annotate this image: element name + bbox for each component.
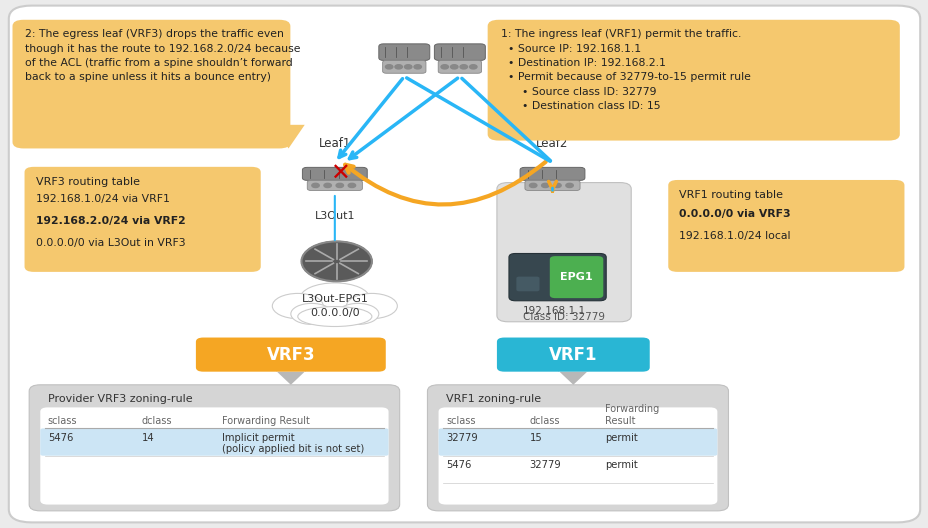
Text: 15: 15 <box>529 432 542 442</box>
Circle shape <box>553 183 561 187</box>
FancyBboxPatch shape <box>516 277 539 291</box>
FancyBboxPatch shape <box>8 6 920 522</box>
Text: VRF1 zoning-rule: VRF1 zoning-rule <box>445 394 540 404</box>
FancyBboxPatch shape <box>196 337 385 372</box>
Text: sclass: sclass <box>445 416 475 426</box>
Text: 192.168.1.1: 192.168.1.1 <box>522 306 586 316</box>
Text: Class ID: 32779: Class ID: 32779 <box>522 313 604 322</box>
Text: 0.0.0.0/0: 0.0.0.0/0 <box>310 308 359 318</box>
Circle shape <box>450 65 458 69</box>
FancyBboxPatch shape <box>12 20 290 148</box>
FancyBboxPatch shape <box>496 337 649 372</box>
Text: 192.168.1.0/24 via VRF1: 192.168.1.0/24 via VRF1 <box>35 194 169 204</box>
Circle shape <box>385 65 393 69</box>
Circle shape <box>469 65 476 69</box>
FancyBboxPatch shape <box>379 44 430 60</box>
FancyBboxPatch shape <box>520 167 585 181</box>
FancyBboxPatch shape <box>427 385 728 511</box>
Text: VRF1 routing table: VRF1 routing table <box>678 191 782 201</box>
Circle shape <box>324 183 331 187</box>
Text: 14: 14 <box>142 432 154 442</box>
Circle shape <box>459 65 467 69</box>
Text: Leaf1: Leaf1 <box>318 137 351 150</box>
Circle shape <box>414 65 421 69</box>
Text: EPG1: EPG1 <box>560 272 592 282</box>
Polygon shape <box>540 117 573 140</box>
Text: sclass: sclass <box>47 416 77 426</box>
Text: L3Out-EPG1: L3Out-EPG1 <box>301 294 367 304</box>
Text: L3Out1: L3Out1 <box>315 212 354 221</box>
Text: 1: The ingress leaf (VRF1) permit the traffic.
  • Source IP: 192.168.1.1
  • De: 1: The ingress leaf (VRF1) permit the tr… <box>500 29 750 111</box>
Polygon shape <box>268 364 313 385</box>
Text: permit: permit <box>604 432 637 442</box>
FancyBboxPatch shape <box>549 256 602 298</box>
FancyBboxPatch shape <box>487 20 899 140</box>
FancyBboxPatch shape <box>509 253 606 301</box>
Text: permit: permit <box>604 460 637 470</box>
FancyBboxPatch shape <box>303 167 367 181</box>
Text: 5476: 5476 <box>47 432 73 442</box>
FancyBboxPatch shape <box>29 385 399 511</box>
Text: dclass: dclass <box>529 416 560 426</box>
Text: Forwarding Result: Forwarding Result <box>222 416 309 426</box>
Text: Forwarding
Result: Forwarding Result <box>604 404 659 426</box>
Ellipse shape <box>272 294 323 318</box>
Text: Leaf2: Leaf2 <box>535 137 568 150</box>
Ellipse shape <box>290 304 332 324</box>
Circle shape <box>394 65 402 69</box>
Text: Provider VRF3 zoning-rule: Provider VRF3 zoning-rule <box>47 394 192 404</box>
Polygon shape <box>272 125 304 148</box>
FancyBboxPatch shape <box>438 408 716 505</box>
Ellipse shape <box>300 283 369 314</box>
Text: 0.0.0.0/0 via L3Out in VRF3: 0.0.0.0/0 via L3Out in VRF3 <box>35 238 185 248</box>
FancyBboxPatch shape <box>434 44 484 60</box>
Text: 0.0.0.0/0 via VRF3: 0.0.0.0/0 via VRF3 <box>678 209 790 219</box>
FancyBboxPatch shape <box>496 183 630 322</box>
Text: VRF3 routing table: VRF3 routing table <box>35 177 139 187</box>
Text: 32779: 32779 <box>529 460 561 470</box>
Ellipse shape <box>337 304 379 324</box>
Text: 2: The egress leaf (VRF3) drops the traffic even
though it has the route to 192.: 2: The egress leaf (VRF3) drops the traf… <box>25 29 301 82</box>
Circle shape <box>348 183 355 187</box>
Ellipse shape <box>346 294 397 318</box>
FancyBboxPatch shape <box>438 60 481 73</box>
Circle shape <box>302 241 371 281</box>
Circle shape <box>529 183 536 187</box>
Text: 5476: 5476 <box>445 460 470 470</box>
FancyBboxPatch shape <box>40 408 388 505</box>
Circle shape <box>404 65 411 69</box>
Circle shape <box>441 65 448 69</box>
Text: Implicit permit
(policy applied bit is not set): Implicit permit (policy applied bit is n… <box>222 432 364 454</box>
Text: VRF1: VRF1 <box>548 346 597 364</box>
FancyBboxPatch shape <box>382 60 425 73</box>
FancyBboxPatch shape <box>40 428 388 456</box>
FancyBboxPatch shape <box>307 181 362 191</box>
Ellipse shape <box>298 307 371 326</box>
Text: 192.168.2.0/24 via VRF2: 192.168.2.0/24 via VRF2 <box>35 216 186 226</box>
Text: 32779: 32779 <box>445 432 477 442</box>
Text: ✕: ✕ <box>329 162 349 186</box>
Circle shape <box>565 183 573 187</box>
Text: 192.168.1.0/24 local: 192.168.1.0/24 local <box>678 231 790 241</box>
FancyBboxPatch shape <box>24 167 261 272</box>
FancyBboxPatch shape <box>438 428 716 456</box>
Circle shape <box>541 183 548 187</box>
Text: VRF3: VRF3 <box>266 346 315 364</box>
Circle shape <box>336 183 343 187</box>
Text: dclass: dclass <box>142 416 172 426</box>
Circle shape <box>312 183 319 187</box>
Polygon shape <box>550 364 595 385</box>
FancyBboxPatch shape <box>667 180 904 272</box>
FancyBboxPatch shape <box>524 181 579 191</box>
